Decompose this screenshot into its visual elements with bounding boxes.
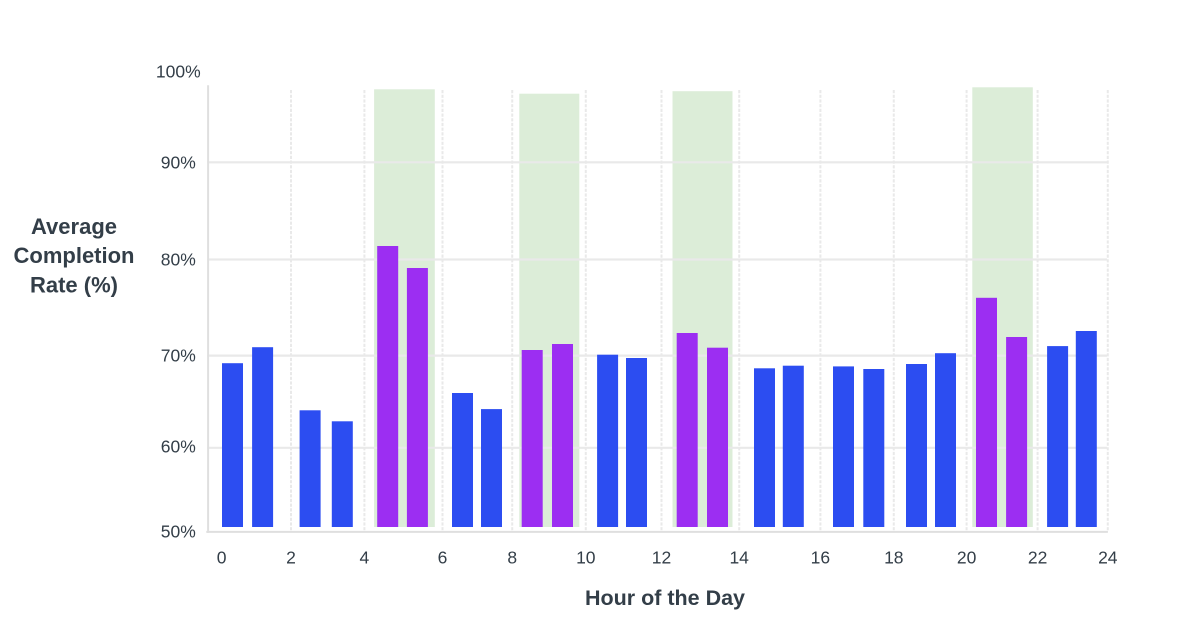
svg-text:Completion: Completion	[14, 243, 135, 268]
svg-text:8: 8	[507, 548, 517, 568]
svg-text:0: 0	[217, 548, 227, 568]
svg-text:16: 16	[811, 548, 830, 568]
svg-text:Rate (%): Rate (%)	[30, 272, 118, 297]
svg-text:Hour of the Day: Hour of the Day	[585, 586, 745, 610]
svg-text:24: 24	[1098, 548, 1118, 568]
svg-text:70%: 70%	[161, 346, 196, 366]
svg-text:6: 6	[438, 548, 448, 568]
svg-text:12: 12	[652, 548, 671, 568]
svg-text:50%: 50%	[161, 522, 196, 542]
svg-text:90%: 90%	[161, 152, 196, 172]
svg-text:80%: 80%	[161, 250, 196, 270]
svg-text:4: 4	[360, 548, 370, 568]
svg-text:22: 22	[1028, 548, 1047, 568]
svg-text:2: 2	[286, 548, 296, 568]
svg-text:60%: 60%	[161, 437, 196, 457]
svg-text:18: 18	[884, 548, 903, 568]
svg-text:Average: Average	[31, 214, 117, 239]
svg-text:100%: 100%	[156, 62, 201, 82]
svg-text:10: 10	[576, 548, 596, 568]
svg-text:14: 14	[729, 548, 749, 568]
svg-text:20: 20	[957, 548, 977, 568]
